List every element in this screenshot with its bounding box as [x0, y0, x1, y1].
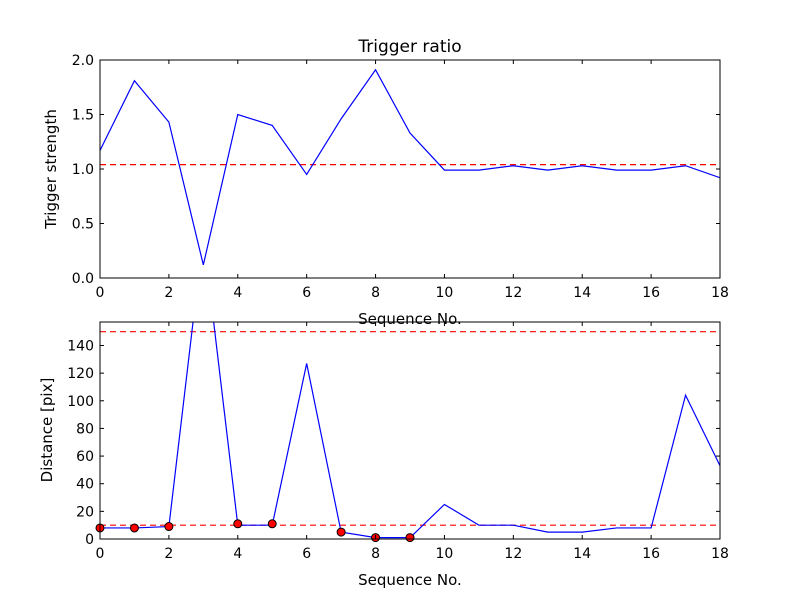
y-tick-label: 20: [76, 504, 94, 520]
top-y-ticks: 0.0 0.5 1.0 1.5 2.0: [72, 53, 720, 287]
bottom-series: [100, 322, 720, 539]
y-tick-label: 1.5: [72, 108, 94, 124]
top-plot-frame: [99, 59, 721, 279]
x-tick-label: 14: [573, 285, 591, 301]
x-tick-label: 10: [436, 285, 454, 301]
y-tick-label: 2.0: [72, 53, 94, 69]
top-x-axis-label: Sequence No.: [358, 310, 462, 328]
bottom-x-ticks: 0 2 4 6 8 10 12 14 16 18: [96, 322, 729, 562]
bottom-plot-frame: [99, 321, 721, 540]
top-x-ticks: 0 2 4 6 8 10 12 14 16 18: [96, 60, 729, 301]
y-tick-label: 140: [67, 338, 94, 354]
y-tick-label: 40: [76, 477, 94, 493]
bottom-y-axis-label: Distance [pix]: [38, 378, 56, 483]
x-tick-label: 16: [642, 546, 660, 562]
bottom-hlines: [100, 331, 720, 526]
bottom-x-axis-label: Sequence No.: [358, 571, 462, 589]
y-tick-label: 0.0: [72, 271, 94, 287]
x-tick-label: 6: [302, 546, 311, 562]
y-tick-label: 80: [76, 421, 94, 437]
top-chart-title: Trigger ratio: [357, 37, 461, 57]
bottom-panel: 0 2 4 6 8 10 12 14 16 18 0 20 40 60 80 100 120 140 Seque…: [38, 321, 729, 589]
data-marker: [164, 522, 174, 532]
bottom-y-ticks: 0 20 40 60 80 100 120 140: [67, 338, 720, 548]
top-y-axis-label: Trigger strength: [42, 109, 60, 230]
x-tick-label: 18: [711, 285, 729, 301]
x-tick-label: 12: [504, 285, 522, 301]
bottom-markers: [95, 519, 415, 543]
x-tick-label: 14: [573, 546, 591, 562]
y-tick-label: 0: [85, 532, 94, 548]
y-tick-label: 100: [67, 394, 94, 410]
top-panel: Trigger ratio 0 2 4 6 8 10 12 14 16 18 0.0 0.5 1.0 1…: [42, 37, 729, 328]
x-tick-label: 2: [164, 285, 173, 301]
y-tick-label: 0.5: [72, 217, 94, 233]
x-tick-label: 10: [436, 546, 454, 562]
data-marker: [405, 533, 415, 543]
x-tick-label: 8: [371, 546, 380, 562]
y-tick-label: 60: [76, 449, 94, 465]
x-tick-label: 6: [302, 285, 311, 301]
x-tick-label: 4: [233, 546, 242, 562]
x-tick-label: 8: [371, 285, 380, 301]
y-tick-label: 1.0: [72, 162, 94, 178]
x-tick-label: 0: [96, 546, 105, 562]
data-marker: [336, 527, 346, 537]
x-tick-label: 16: [642, 285, 660, 301]
x-tick-label: 2: [164, 546, 173, 562]
x-tick-label: 12: [504, 546, 522, 562]
series-line: [100, 322, 720, 539]
data-marker: [233, 519, 243, 529]
x-tick-label: 18: [711, 546, 729, 562]
top-series: [100, 68, 720, 266]
data-marker: [267, 519, 277, 529]
y-tick-label: 120: [67, 366, 94, 382]
x-tick-label: 0: [96, 285, 105, 301]
x-tick-label: 4: [233, 285, 242, 301]
data-marker: [129, 523, 139, 533]
series-line: [100, 68, 720, 266]
